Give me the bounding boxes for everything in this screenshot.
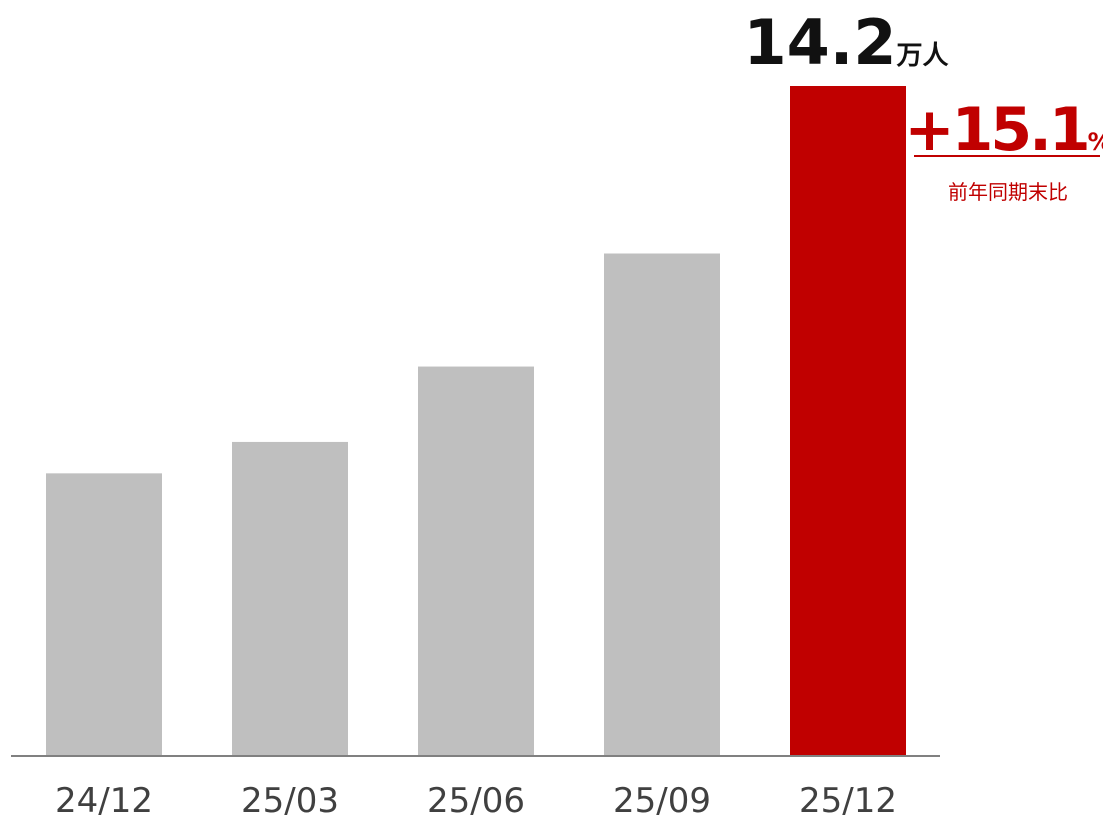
value-unit: 万人 (896, 41, 948, 71)
bar (604, 253, 720, 756)
bar (418, 366, 534, 756)
change-note: 前年同期末比 (948, 180, 1068, 204)
x-tick-label: 25/12 (799, 781, 897, 816)
bar (790, 86, 906, 756)
value-label: 14.2万人 (744, 6, 949, 79)
x-tick-label: 25/06 (427, 781, 525, 816)
x-tick-label: 25/09 (613, 781, 711, 816)
change-label: +15.1% (904, 95, 1103, 165)
change: +15.1 (904, 95, 1087, 165)
bar (232, 441, 348, 756)
x-tick-label: 24/12 (55, 781, 153, 816)
change-unit: % (1088, 128, 1103, 156)
bar (46, 473, 162, 756)
value: 14.2 (744, 6, 897, 79)
x-tick-label: 25/03 (241, 781, 339, 816)
